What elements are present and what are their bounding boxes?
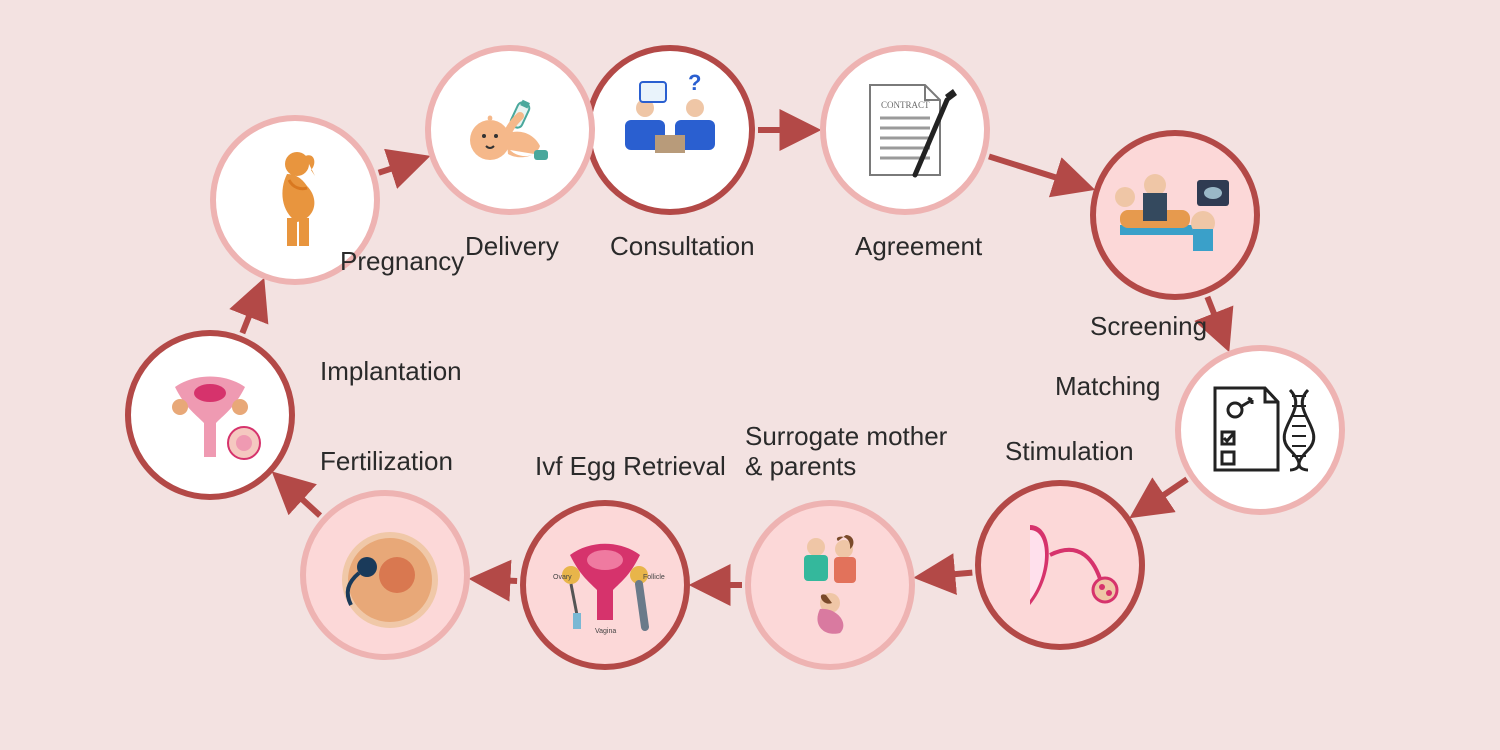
circle-consultation (588, 48, 752, 212)
node-screening (1093, 133, 1257, 297)
label-delivery: Delivery (465, 231, 559, 261)
circle-surrogate (748, 503, 912, 667)
label-implantation: Implantation (320, 356, 462, 386)
svg-text:CONTRACT: CONTRACT (881, 100, 930, 110)
svg-text:Ovary: Ovary (553, 574, 572, 581)
node-delivery (428, 48, 592, 212)
circle-stimulation (978, 483, 1142, 647)
label-surrogate: & parents (745, 451, 856, 481)
node-fertilization (303, 493, 467, 657)
label-fertilization: Fertilization (320, 446, 453, 476)
fertilization-icon (345, 535, 435, 625)
svg-text:Follicle: Follicle (643, 574, 665, 581)
label-pregnancy: Pregnancy (340, 246, 464, 276)
circle-matching (1178, 348, 1342, 512)
label-screening: Screening (1090, 311, 1207, 341)
label-consultation: Consultation (610, 231, 755, 261)
node-surrogate (748, 503, 912, 667)
label-matching: Matching (1055, 371, 1161, 401)
svg-text:Vagina: Vagina (595, 628, 616, 635)
svg-text:?: ? (688, 70, 701, 95)
process-cycle-diagram: ? Consultation CONTRACT Agreement Screening M… (0, 0, 1500, 750)
arrow-ivf-to-fertilization (477, 579, 517, 581)
label-surrogate: Surrogate mother (745, 421, 948, 451)
node-stimulation (978, 483, 1142, 647)
label-stimulation: Stimulation (1005, 436, 1134, 466)
label-ivf: Ivf Egg Retrieval (535, 451, 726, 481)
node-implantation (128, 333, 292, 497)
node-agreement: CONTRACT (823, 48, 987, 212)
label-agreement: Agreement (855, 231, 983, 261)
node-matching (1178, 348, 1342, 512)
node-consultation: ? (588, 48, 752, 212)
node-ivf: Ovary Follicle Vagina (523, 503, 687, 667)
